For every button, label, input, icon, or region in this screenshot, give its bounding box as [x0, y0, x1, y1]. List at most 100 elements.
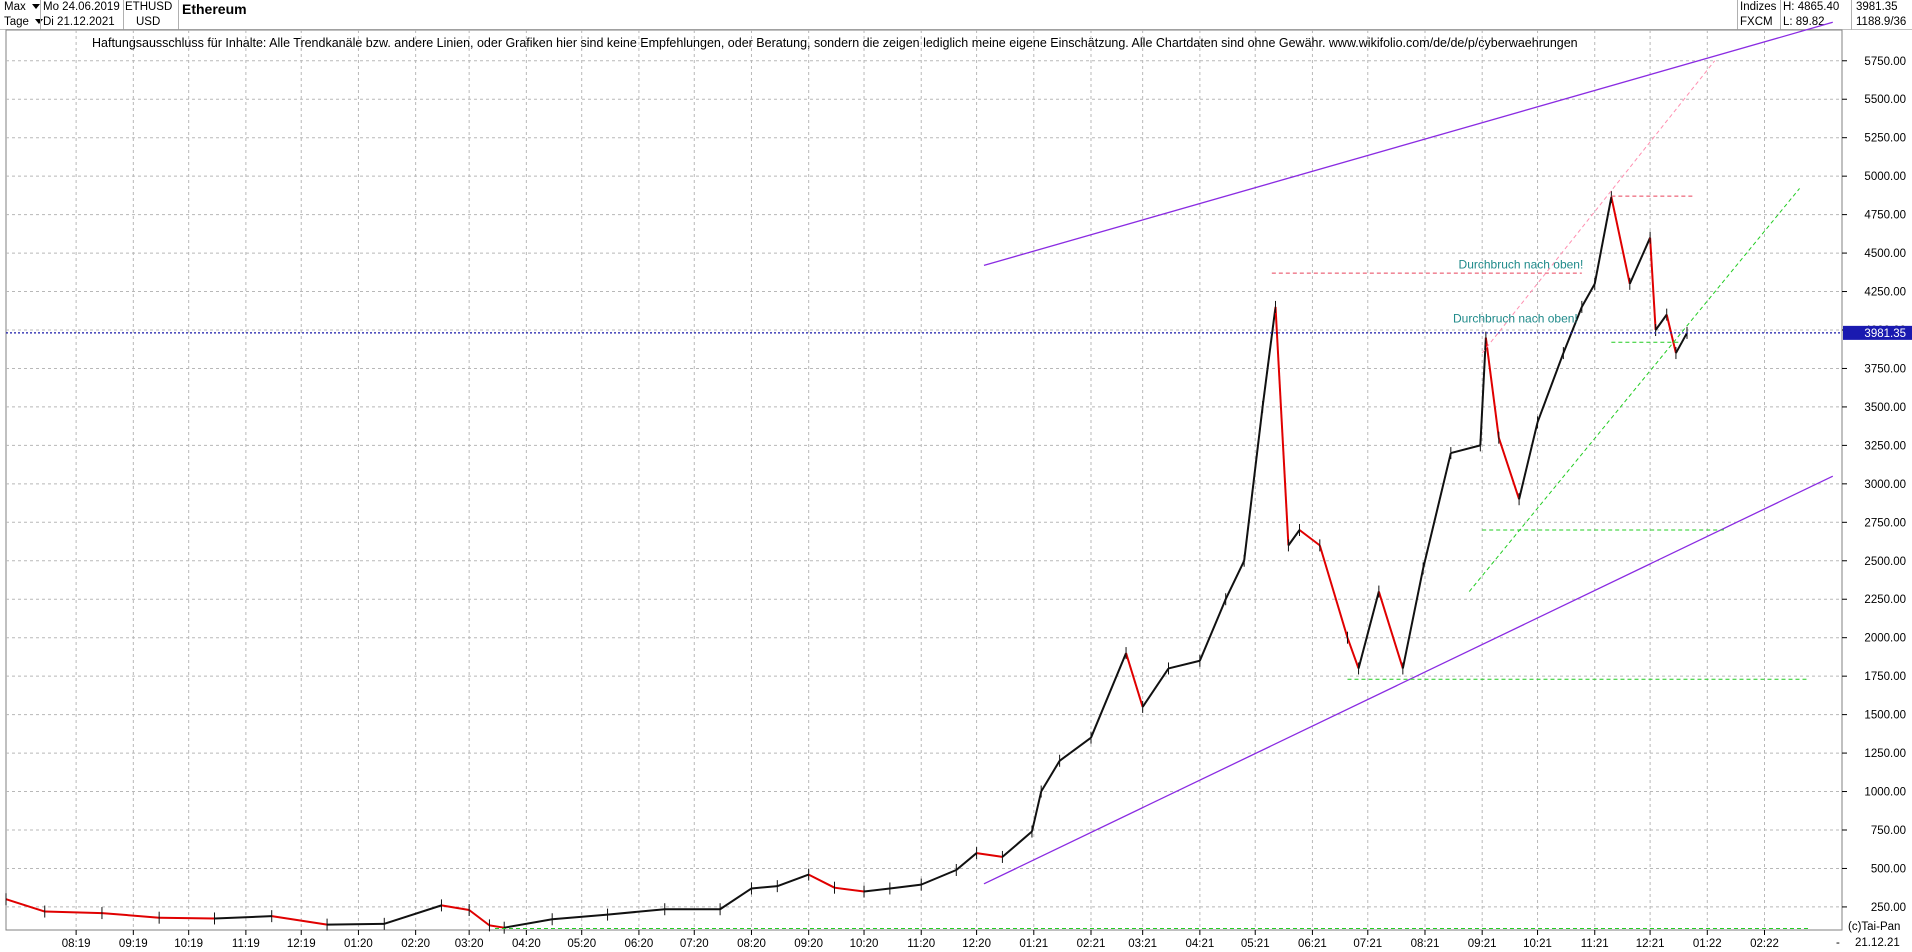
footer-credit: (c)Tai-Pan [1848, 921, 1901, 933]
range-select[interactable]: Max [4, 0, 40, 15]
footer-dash: - [1836, 937, 1840, 949]
x-tick-label: 02:20 [401, 938, 430, 950]
x-tick-label: 10:19 [174, 938, 203, 950]
y-tick-label: 750.00 [1871, 825, 1906, 837]
instrument-name: Ethereum [182, 1, 247, 17]
x-tick-label: 08:20 [737, 938, 766, 950]
trend-line [1468, 188, 1800, 592]
price-segment [1298, 529, 1321, 547]
y-tick-label: 3250.00 [1864, 440, 1906, 452]
x-tick-label: 05:21 [1241, 938, 1270, 950]
price-segment [383, 904, 442, 925]
y-tick-label: 4500.00 [1864, 248, 1906, 260]
x-tick-label: 02:22 [1750, 938, 1779, 950]
y-tick-label: 5750.00 [1864, 56, 1906, 68]
x-tick-label: 10:20 [850, 938, 879, 950]
y-tick-label: 2250.00 [1864, 594, 1906, 606]
price-segment [1450, 444, 1481, 455]
y-tick-label: 1500.00 [1864, 710, 1906, 722]
x-tick-label: 07:20 [680, 938, 709, 950]
price-segment [976, 852, 1003, 858]
x-tick-label: 05:20 [567, 938, 596, 950]
x-tick-label: 11:19 [232, 938, 260, 950]
annotation-text: Durchbruch nach oben! [1459, 257, 1584, 271]
x-tick-label: 11:20 [907, 938, 935, 950]
price-segment [1059, 736, 1092, 762]
x-tick-label: 12:21 [1636, 938, 1665, 950]
price-segment [327, 922, 385, 926]
x-tick-label: 03:21 [1128, 938, 1157, 950]
price-segment [214, 915, 272, 920]
x-tick-label: 02:21 [1077, 938, 1106, 950]
trend-line [983, 475, 1834, 885]
price-segment [159, 916, 215, 920]
price-segment [863, 887, 890, 893]
trend-line [1481, 60, 1716, 354]
price-segment [1377, 591, 1404, 669]
chevron-down-icon [34, 19, 43, 25]
date-from[interactable]: Mo 24.06.2019 [43, 1, 120, 13]
interval-label: Tage [4, 16, 29, 28]
price-segment [1243, 406, 1264, 561]
x-tick-label: 10:21 [1523, 938, 1552, 950]
symbol: ETHUSD [125, 1, 173, 13]
x-tick-label: 09:21 [1468, 938, 1497, 950]
y-tick-label: 250.00 [1871, 902, 1906, 914]
price-segment [834, 886, 865, 893]
price-segment [1484, 337, 1500, 438]
market: Indizes [1740, 1, 1777, 13]
price-segment [889, 883, 922, 890]
current-price-marker [1843, 325, 1912, 340]
price-segment [44, 910, 102, 915]
price-segment [920, 869, 957, 886]
x-tick-label: 01:21 [1019, 938, 1048, 950]
price-segment [955, 852, 978, 871]
price-segment [1261, 306, 1277, 408]
price-segment [504, 918, 553, 929]
x-tick-label: 04:20 [512, 938, 541, 950]
currency: USD [136, 16, 161, 28]
x-tick-label: 01:20 [344, 938, 373, 950]
x-tick-label: 04:21 [1185, 938, 1214, 950]
x-axis: 08:19 09:19 10:19 11:19 12:19 01:20 02:20 03:20… [62, 930, 1779, 950]
price-segment [1346, 637, 1360, 669]
price-segment [5, 898, 46, 913]
price-segment [1580, 283, 1596, 308]
price-segment [552, 913, 608, 921]
price-segment [1518, 422, 1539, 500]
y-tick-label: 1750.00 [1864, 671, 1906, 683]
price-segment [1497, 437, 1521, 500]
price-segment [1224, 560, 1246, 600]
price-segment [1001, 830, 1033, 858]
trend-line [983, 21, 1833, 267]
y-axis: 250.00 500.00 750.00 1000.00 1250.00 1500.00 1… [1842, 56, 1912, 914]
price-segment [489, 924, 505, 929]
price-segment [1040, 760, 1061, 793]
y-tick-label: 3500.00 [1864, 402, 1906, 414]
price-series [5, 190, 1842, 934]
x-tick-label: 06:21 [1298, 938, 1327, 950]
footer-date: 21.12.21 [1855, 937, 1900, 949]
price-segment [1357, 591, 1380, 669]
y-tick-label: 3750.00 [1864, 363, 1906, 375]
price-segment [1422, 452, 1452, 569]
x-tick-label: 01:22 [1693, 938, 1722, 950]
last-value: 3981.35 [1856, 1, 1898, 13]
interval-select[interactable]: Tage [4, 15, 43, 30]
price-segment [468, 909, 491, 927]
price-segment [808, 873, 835, 889]
y-tick-label: 5250.00 [1864, 133, 1906, 145]
low-value: L: 89.82 [1783, 16, 1825, 28]
price-segment [1141, 667, 1170, 708]
source: FXCM [1740, 16, 1773, 28]
y-tick-label: 1250.00 [1864, 748, 1906, 760]
price-segment [719, 887, 753, 911]
y-tick-label: 5000.00 [1864, 171, 1906, 183]
x-tick-label: 11:21 [1581, 938, 1609, 950]
date-to[interactable]: Di 21.12.2021 [43, 16, 115, 28]
chart-grid [5, 29, 1843, 931]
last-change: 1188.9/36 [1856, 16, 1907, 28]
y-tick-label: 5500.00 [1864, 94, 1906, 106]
price-segment [1536, 352, 1565, 423]
